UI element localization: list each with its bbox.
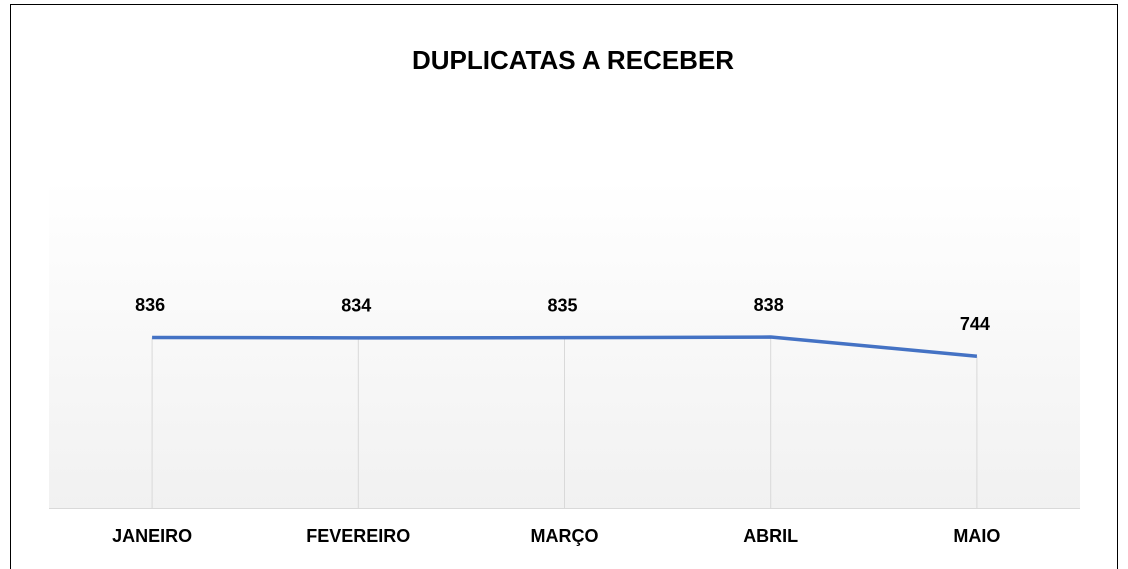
x-tick-label: MARÇO <box>531 526 599 546</box>
x-tick-label: JANEIRO <box>112 526 192 546</box>
data-label: 835 <box>547 295 577 315</box>
chart-title: DUPLICATAS A RECEBER <box>412 45 734 75</box>
x-tick-label: ABRIL <box>743 526 798 546</box>
x-tick-label: MAIO <box>953 526 1000 546</box>
data-label: 744 <box>960 314 990 334</box>
data-label: 836 <box>135 295 165 315</box>
x-tick-label: FEVEREIRO <box>306 526 410 546</box>
data-line <box>152 335 978 358</box>
data-label: 834 <box>341 296 371 316</box>
data-label: 838 <box>754 295 784 315</box>
